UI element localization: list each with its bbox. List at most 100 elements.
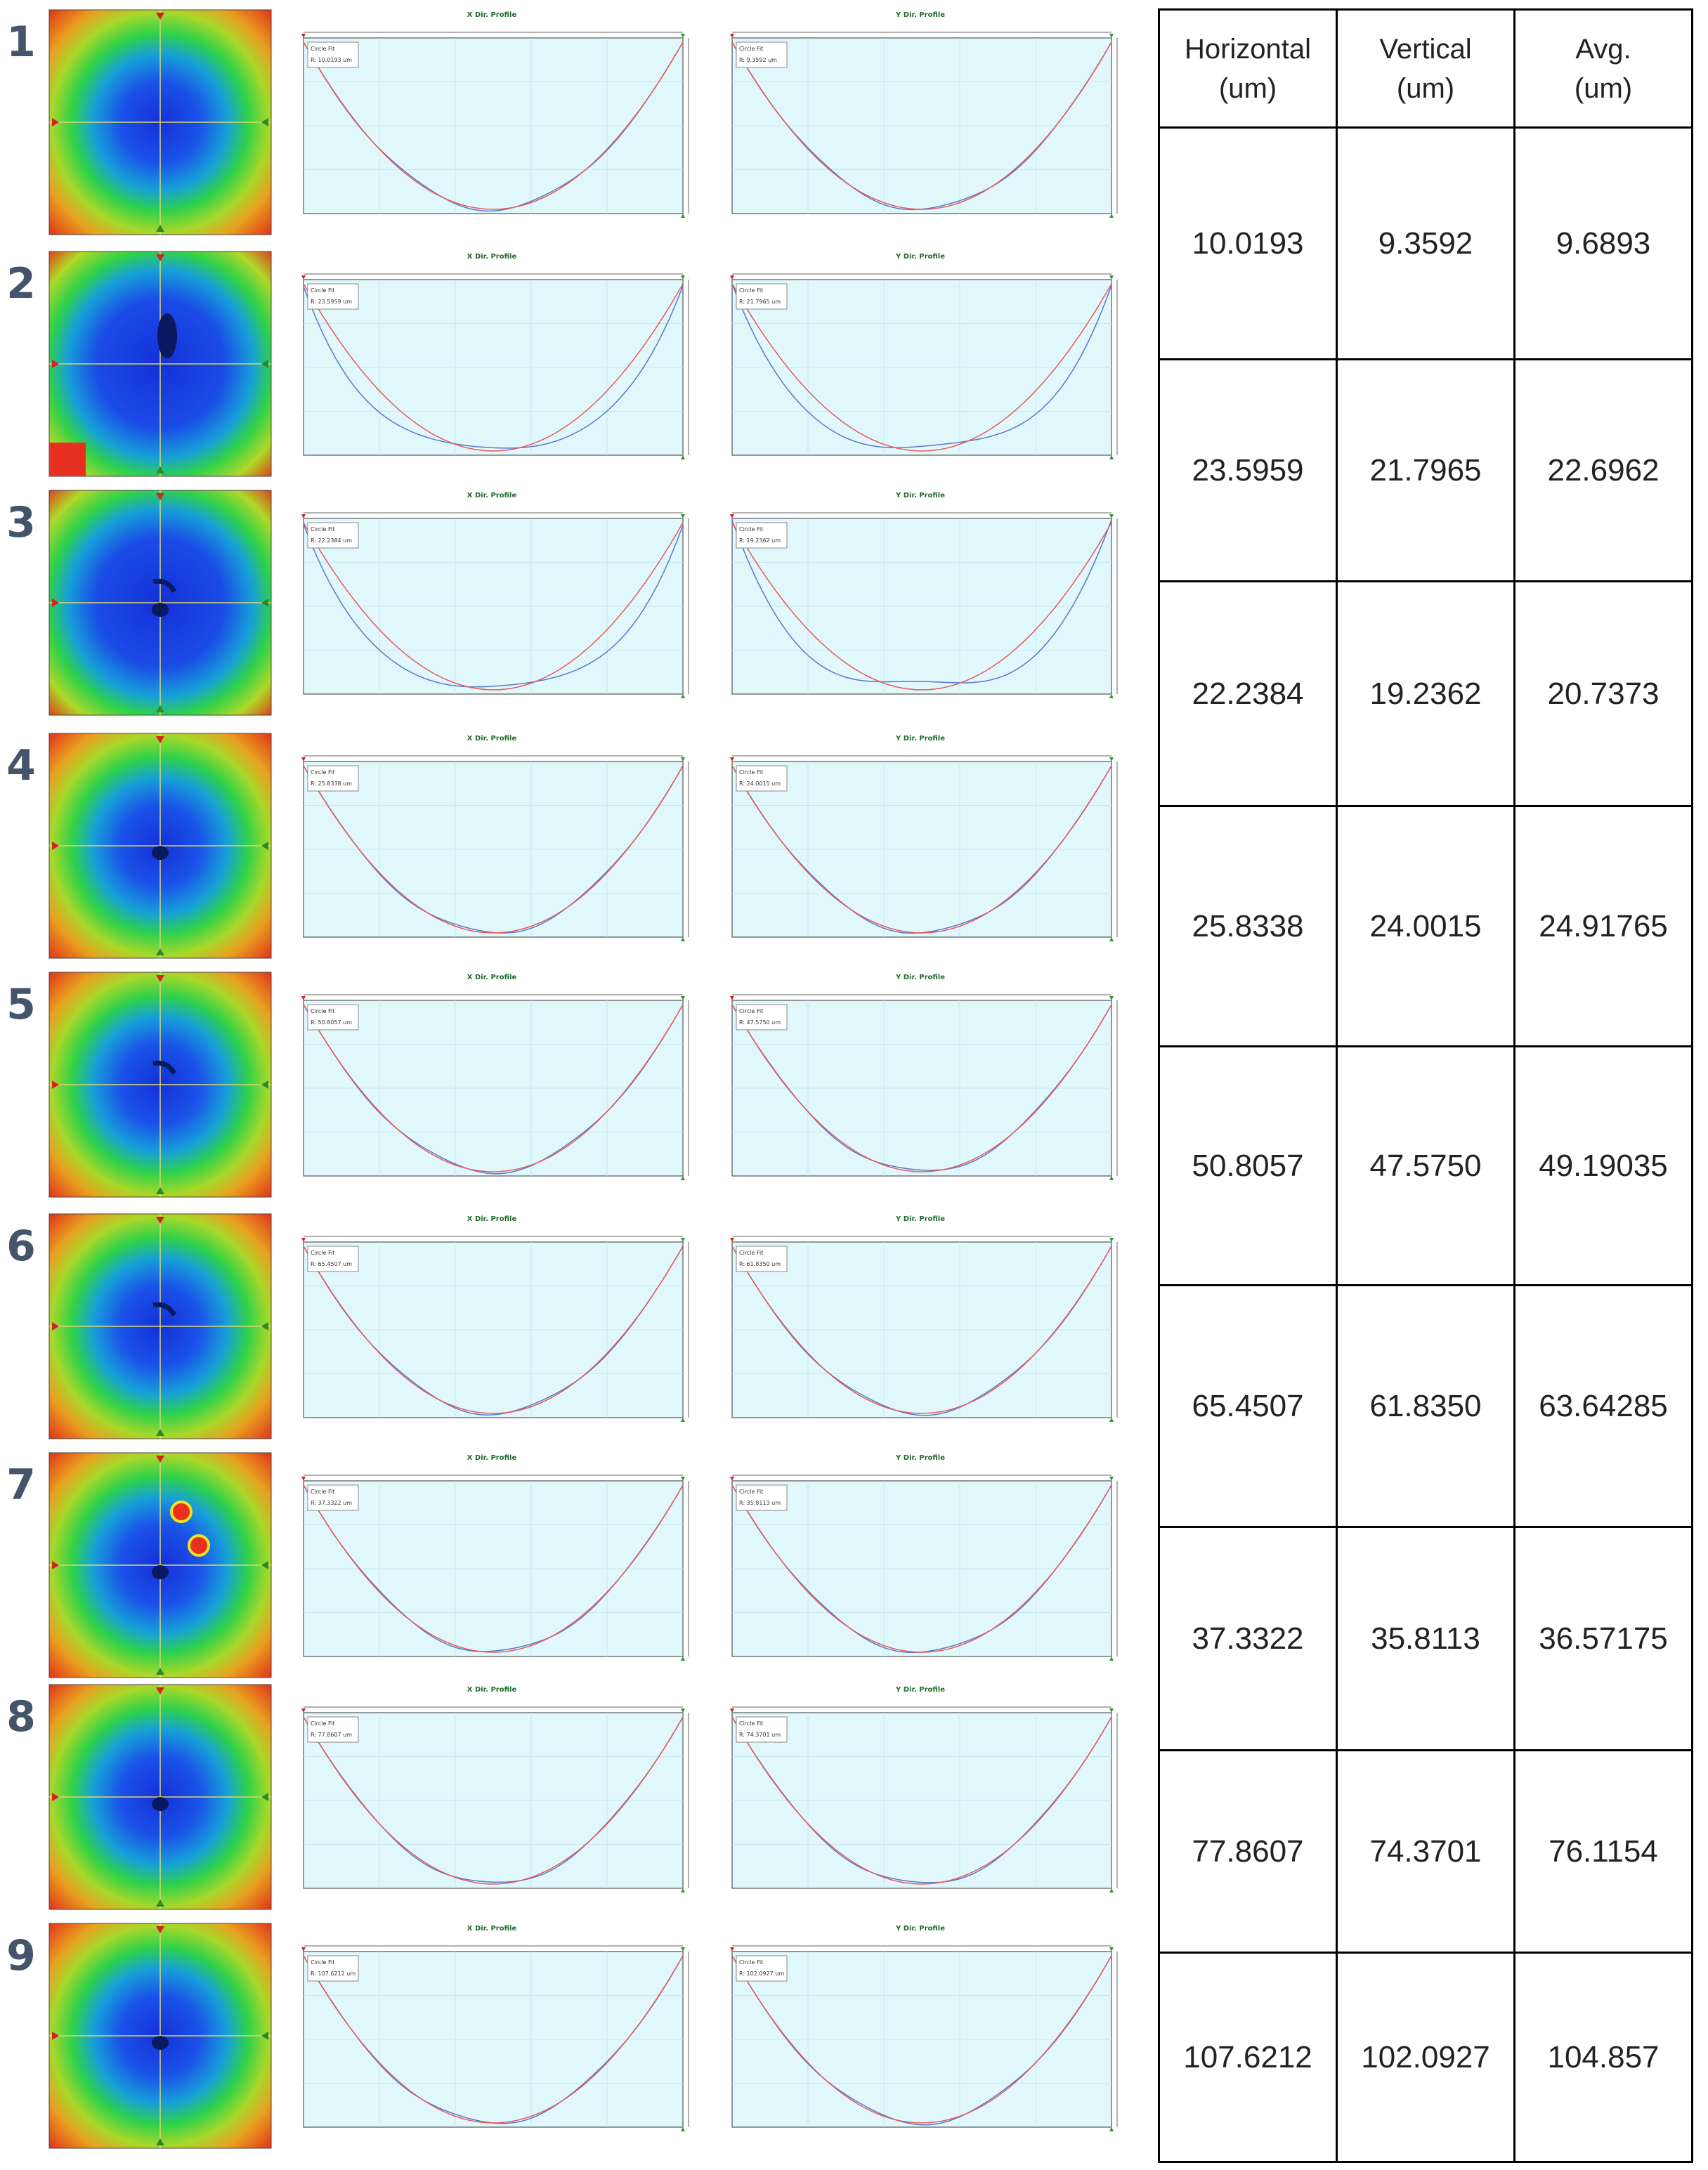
fit-radius: R: 9.3592 um <box>739 57 777 63</box>
col-header-horizontal: Horizontal (um) <box>1158 8 1338 129</box>
marker-triangle-icon <box>156 948 164 955</box>
profile-title: Y Dir. Profile <box>895 1686 945 1694</box>
fit-curve <box>731 765 1112 934</box>
marker-triangle-icon <box>156 254 164 261</box>
profile-title: Y Dir. Profile <box>895 492 945 499</box>
profile-plot: X Dir. Profile Circle Fit R: 25.8338 um <box>301 735 689 941</box>
height-map <box>48 9 272 235</box>
fit-radius: R: 37.3322 um <box>311 1500 352 1506</box>
cell-horizontal: 22.2384 <box>1158 580 1338 807</box>
marker-triangle-icon <box>681 1238 685 1242</box>
marker-triangle-icon <box>156 493 164 500</box>
profile-plot: Y Dir. Profile Circle Fit R: 21.7965 um <box>730 253 1118 459</box>
fit-label: Circle Fit <box>311 1720 334 1727</box>
table-row: 107.6212 102.0927 104.857 <box>1158 1952 1693 2163</box>
marker-triangle-icon <box>681 1947 685 1952</box>
fit-legend <box>307 522 359 549</box>
fit-legend <box>307 1004 359 1031</box>
fit-curve <box>303 1004 684 1172</box>
cell-vertical: 102.0927 <box>1336 1952 1515 2163</box>
marker-triangle-icon <box>52 1561 59 1569</box>
marker-triangle-icon <box>52 1080 59 1089</box>
marker-triangle-icon <box>301 1238 306 1242</box>
marker-triangle-icon <box>681 455 685 459</box>
marker-triangle-icon <box>261 2032 268 2040</box>
fit-curve <box>731 1246 1112 1414</box>
height-map <box>48 972 272 1198</box>
marker-triangle-icon <box>1109 1708 1114 1713</box>
marker-triangle-icon <box>730 1708 734 1713</box>
fit-legend <box>307 1246 359 1272</box>
fit-radius: R: 77.8607 um <box>311 1732 352 1738</box>
fit-curve <box>731 1004 1112 1172</box>
sample-number: 3 <box>6 498 36 547</box>
fit-radius: R: 10.0193 um <box>311 57 352 63</box>
defect-dot <box>152 1797 169 1811</box>
corner-artifact <box>49 443 86 476</box>
measured-curve <box>731 519 1112 684</box>
defect-blob <box>157 313 177 358</box>
defect-streak <box>152 578 177 593</box>
marker-triangle-icon <box>52 360 59 368</box>
fit-curve <box>303 1246 684 1414</box>
defect-spot <box>188 1534 210 1557</box>
height-map <box>48 490 272 716</box>
marker-triangle-icon <box>156 466 164 473</box>
cell-avg: 63.64285 <box>1513 1284 1693 1528</box>
fit-label: Circle Fit <box>311 1489 334 1495</box>
measured-curve <box>303 523 684 688</box>
fit-radius: R: 50.8057 um <box>311 1019 352 1026</box>
profile-title: X Dir. Profile <box>467 253 517 261</box>
marker-triangle-icon <box>156 1900 164 1907</box>
marker-triangle-icon <box>156 225 164 232</box>
marker-triangle-icon <box>156 2138 164 2145</box>
height-map <box>48 733 272 959</box>
cell-horizontal: 65.4507 <box>1158 1284 1338 1528</box>
profile-plot: X Dir. Profile Circle Fit R: 23.5959 um <box>301 253 689 459</box>
profile-plot: X Dir. Profile Circle Fit R: 77.8607 um <box>301 1686 689 1893</box>
fit-curve <box>303 522 684 691</box>
marker-triangle-icon <box>156 1217 164 1224</box>
fit-label: Circle Fit <box>311 1008 334 1014</box>
marker-triangle-icon <box>261 1322 268 1331</box>
height-map <box>48 251 272 477</box>
sample-number: 5 <box>6 980 36 1029</box>
fit-radius: R: 74.3701 um <box>739 1732 781 1738</box>
marker-triangle-icon <box>681 1477 685 1481</box>
marker-triangle-icon <box>1109 757 1114 762</box>
profile-plot: Y Dir. Profile Circle Fit R: 19.2362 um <box>730 492 1118 698</box>
cell-horizontal: 25.8338 <box>1158 805 1338 1047</box>
fit-label: Circle Fit <box>739 1720 763 1727</box>
marker-triangle-icon <box>1109 1238 1114 1242</box>
marker-triangle-icon <box>261 1080 268 1089</box>
sample-row: 9 X Dir. Profile Circle Fit R: 107.6212 um Y… <box>6 1923 1118 2149</box>
marker-triangle-icon <box>1109 937 1114 941</box>
cell-avg: 24.91765 <box>1513 805 1693 1047</box>
fit-label: Circle Fit <box>311 1250 334 1256</box>
fit-radius: R: 107.6212 um <box>311 1970 356 1977</box>
fit-radius: R: 102.0927 um <box>739 1970 784 1977</box>
marker-triangle-icon <box>156 1687 164 1694</box>
profile-title: X Dir. Profile <box>467 11 517 19</box>
marker-triangle-icon <box>261 1793 268 1801</box>
marker-triangle-icon <box>730 1238 734 1242</box>
marker-triangle-icon <box>261 599 268 607</box>
fit-label: Circle Fit <box>311 287 334 294</box>
fit-label: Circle Fit <box>311 526 334 532</box>
marker-triangle-icon <box>301 1708 306 1713</box>
profile-plot: Y Dir. Profile Circle Fit R: 61.8350 um <box>730 1215 1118 1422</box>
marker-triangle-icon <box>681 1418 685 1422</box>
table-header-row: Horizontal (um) Vertical (um) Avg. (um) <box>1158 8 1693 129</box>
fit-label: Circle Fit <box>739 287 763 294</box>
marker-triangle-icon <box>52 2032 59 2040</box>
marker-triangle-icon <box>681 1708 685 1713</box>
profile-title: Y Dir. Profile <box>895 11 945 19</box>
cell-avg: 36.57175 <box>1513 1526 1693 1751</box>
cell-avg: 104.857 <box>1513 1952 1693 2163</box>
marker-triangle-icon <box>156 975 164 982</box>
marker-triangle-icon <box>301 1947 306 1952</box>
sample-number: 2 <box>6 259 36 308</box>
marker-triangle-icon <box>1109 1418 1114 1422</box>
cell-avg: 20.7373 <box>1513 580 1693 807</box>
table-row: 25.8338 24.0015 24.91765 <box>1158 805 1693 1047</box>
